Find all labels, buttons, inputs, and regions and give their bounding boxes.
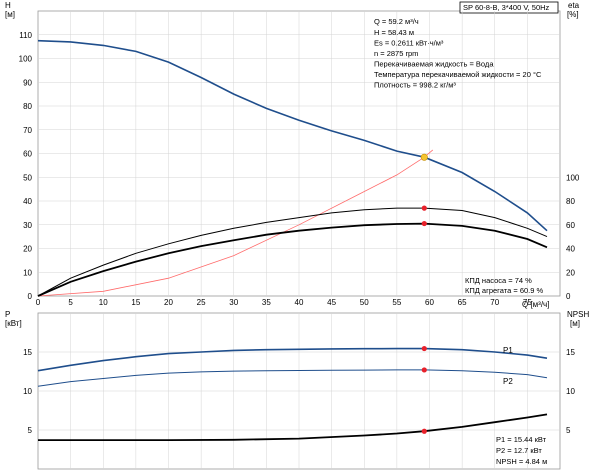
x-tick-label: 35 <box>262 298 271 307</box>
p2-series-label: P2 <box>503 377 513 386</box>
duty-point-marker <box>420 153 428 161</box>
lower-panel: P [кВт] NPSH [м] 5 5 10 10 15 15 P1 P2 P1 = 1… <box>5 310 589 470</box>
y-left-tick-label: 10 <box>23 268 32 277</box>
power-marker <box>421 428 427 434</box>
y-left-tick-label: 100 <box>19 55 33 64</box>
info-line: Температура перекачиваемой жидкости = 20… <box>374 70 542 79</box>
upper-y-left-ticks: 0 10 20 30 40 50 60 70 80 90 100 110 <box>19 31 33 301</box>
upper-panel: SP 60-8-B, 3*400 V, 50Hz H [м] eta [%] Q… <box>5 1 580 309</box>
p1-curve <box>37 347 548 372</box>
power-marker <box>421 367 427 373</box>
eta-unit-text: КПД агрегата = 60.9 % <box>465 286 543 295</box>
info-line: Перекачиваемая жидкость = Вода <box>374 60 494 69</box>
y-left-label-lower: P <box>5 310 10 319</box>
y-left-tick-label: 90 <box>23 78 32 87</box>
x-tick-label: 65 <box>458 298 467 307</box>
upper-grid <box>38 11 560 296</box>
head-curve <box>37 39 548 232</box>
x-tick-label: 60 <box>425 298 434 307</box>
p2-value-text: P2 = 12.7 кВт <box>496 446 542 455</box>
y-left-unit-lower: [кВт] <box>5 319 22 328</box>
p2-curve <box>37 369 548 387</box>
efficiency-marker <box>421 220 427 227</box>
x-tick-label: 20 <box>164 298 173 307</box>
info-line: Es = 0.2611 кВт·ч/м³ <box>374 39 444 48</box>
upper-series <box>37 39 548 297</box>
lower-y-right-tick-label: 10 <box>566 387 575 396</box>
chart-title: SP 60-8-B, 3*400 V, 50Hz <box>463 3 550 12</box>
npsh-value-text: NPSH = 4.84 м <box>496 457 547 466</box>
y-right-tick-label: 40 <box>566 245 575 254</box>
lower-y-ticks: 5 5 10 10 15 15 <box>23 348 575 435</box>
y-right-unit-lower: [м] <box>570 319 580 328</box>
x-tick-label: 50 <box>360 298 369 307</box>
lower-y-left-tick-label: 15 <box>23 348 32 357</box>
y-left-tick-label: 110 <box>19 31 32 40</box>
x-axis-label: Q [м³/ч] <box>522 300 549 309</box>
lower-y-left-tick-label: 10 <box>23 387 32 396</box>
y-left-tick-label: 60 <box>23 150 32 159</box>
lower-y-right-tick-label: 5 <box>566 426 571 435</box>
y-right-tick-label: 20 <box>566 268 575 277</box>
y-right-unit-upper: [%] <box>567 10 579 19</box>
y-right-tick-label: 100 <box>566 173 580 182</box>
info-line: Q = 59.2 м³/ч <box>374 17 419 26</box>
x-tick-label: 75 <box>523 298 532 307</box>
p1-series-label: P1 <box>503 346 513 355</box>
y-left-tick-label: 20 <box>23 245 32 254</box>
y-left-tick-label: 70 <box>23 126 32 135</box>
y-left-tick-label: 0 <box>28 292 33 301</box>
lower-y-right-tick-label: 15 <box>566 348 575 357</box>
npsh-curve <box>38 413 548 441</box>
y-left-label-upper: H <box>5 1 11 10</box>
x-tick-label: 15 <box>131 298 140 307</box>
x-tick-label: 30 <box>229 298 238 307</box>
y-right-label-lower: NPSH <box>567 310 589 319</box>
x-tick-label: 5 <box>68 298 73 307</box>
info-line: Плотность = 998.2 кг/м³ <box>374 81 456 90</box>
eta_unit-curve <box>37 222 548 297</box>
x-tick-label: 25 <box>197 298 206 307</box>
system-curve <box>37 149 434 297</box>
p1-value-text: P1 = 15.44 кВт <box>496 435 547 444</box>
upper-x-ticks: 0 5 10 15 20 25 30 35 40 45 50 55 60 65 70 75 <box>36 298 533 307</box>
eta_pump-curve <box>37 207 548 297</box>
y-left-tick-label: 80 <box>23 102 32 111</box>
upper-y-right-ticks: 0 20 40 60 80 100 <box>566 173 580 301</box>
x-tick-label: 55 <box>392 298 401 307</box>
y-right-tick-label: 0 <box>566 292 571 301</box>
y-left-unit-upper: [м] <box>5 10 15 19</box>
x-tick-label: 40 <box>295 298 304 307</box>
info-text: Q = 59.2 м³/ч H = 58.43 м Es = 0.2611 кВ… <box>374 17 542 90</box>
y-left-tick-label: 50 <box>23 173 32 182</box>
y-left-tick-label: 40 <box>23 197 32 206</box>
x-tick-label: 10 <box>99 298 108 307</box>
lower-y-left-tick-label: 5 <box>28 426 33 435</box>
lower-grid <box>38 313 560 469</box>
x-tick-label: 70 <box>490 298 499 307</box>
y-left-tick-label: 30 <box>23 221 32 230</box>
efficiency-marker <box>421 205 427 211</box>
x-tick-label: 45 <box>327 298 336 307</box>
info-line: H = 58.43 м <box>374 28 414 37</box>
y-right-label-upper: eta <box>568 1 580 10</box>
eta-pump-text: КПД насоса = 74 % <box>465 276 532 285</box>
y-right-tick-label: 80 <box>566 197 575 206</box>
title-box <box>459 1 559 14</box>
x-tick-label: 0 <box>36 298 41 307</box>
power-marker <box>421 345 427 352</box>
y-right-tick-label: 60 <box>566 221 575 230</box>
info-line: n = 2875 rpm <box>374 49 418 58</box>
lower-series <box>37 345 548 441</box>
